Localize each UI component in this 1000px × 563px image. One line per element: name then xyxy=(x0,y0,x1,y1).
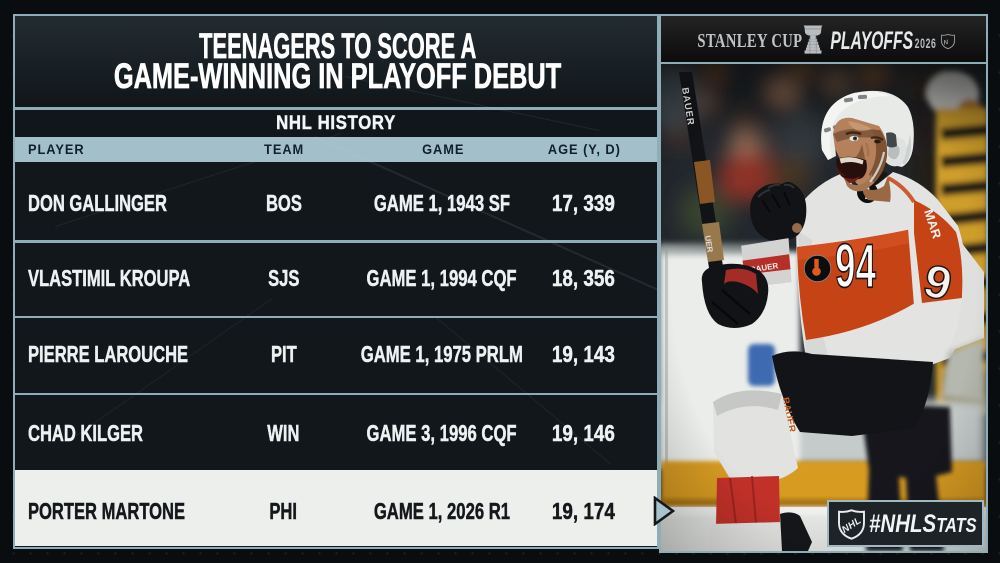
svg-text:N: N xyxy=(943,39,949,47)
